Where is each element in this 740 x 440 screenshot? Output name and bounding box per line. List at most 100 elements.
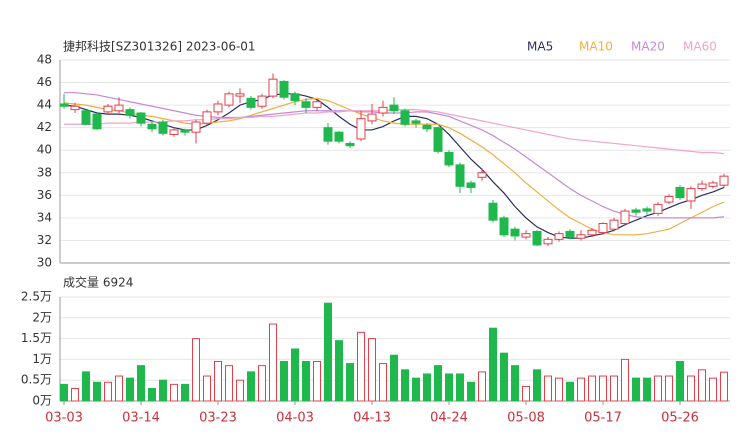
volume-bar: [467, 381, 475, 402]
volume-bar: [313, 360, 321, 402]
volume-bar: [181, 383, 189, 402]
volume-bar: [104, 381, 112, 402]
candle-body: [532, 230, 542, 246]
volume-bar: [269, 323, 277, 402]
candle-body: [235, 93, 245, 97]
volume-bar: [225, 365, 233, 402]
candle-body: [675, 186, 685, 199]
y-tick-label: 36: [37, 188, 52, 202]
volume-bar: [676, 360, 684, 402]
y-tick-label: 40: [37, 143, 52, 157]
y-tick-label: 46: [37, 75, 52, 89]
candle-body: [59, 103, 69, 107]
volume-bar: [709, 377, 717, 402]
candle-body: [389, 104, 399, 112]
candle-body: [213, 103, 223, 113]
volume-bar: [115, 375, 123, 402]
candle-body: [246, 97, 256, 108]
candle-body: [114, 104, 124, 112]
candle-body: [202, 111, 212, 124]
legend-label: MA60: [683, 40, 717, 54]
candle-body: [653, 203, 663, 214]
candle-body: [719, 175, 729, 186]
volume-bar: [687, 375, 695, 402]
y-tick-label: 30: [37, 256, 52, 270]
candle-body: [323, 127, 333, 142]
y-tick-label: 1万: [32, 352, 52, 366]
volume-bar: [401, 369, 409, 402]
volume-bar: [632, 377, 640, 402]
volume-bar: [93, 381, 101, 402]
candle-body: [477, 172, 487, 178]
volume-bar: [533, 369, 541, 402]
legend-label: MA10: [579, 40, 613, 54]
candle-body: [92, 113, 102, 130]
volume-bar: [170, 383, 178, 402]
x-tick-label: 03-14: [122, 411, 160, 426]
candle-body: [565, 230, 575, 238]
volume-bar: [621, 358, 629, 402]
y-tick-label: 44: [37, 98, 52, 112]
x-tick-label: 04-03: [276, 411, 314, 426]
volume-bar: [643, 377, 651, 402]
candle-body: [576, 234, 586, 239]
candle-body: [147, 123, 157, 130]
chart-title: 捷邦科技[SZ301326] 2023-06-01: [63, 40, 256, 54]
candle-body: [455, 164, 465, 187]
volume-bar: [159, 379, 167, 402]
candle-body: [378, 106, 388, 114]
candle-body: [664, 195, 674, 203]
y-tick-label: 2万: [32, 310, 52, 324]
candle-body: [587, 229, 597, 236]
volume-bar: [137, 365, 145, 402]
candle-body: [708, 182, 718, 187]
volume-bar: [445, 373, 453, 402]
volume-bar: [522, 385, 530, 402]
volume-bar: [654, 375, 662, 402]
y-tick-label: 42: [37, 120, 52, 134]
volume-bar: [82, 371, 90, 402]
volume-bar: [258, 365, 266, 402]
candle-body: [400, 110, 410, 125]
volume-bar: [665, 375, 673, 402]
volume-bar: [291, 348, 299, 402]
volume-title: 成交量 6924: [63, 275, 133, 290]
candle-body: [81, 110, 91, 125]
candle-body: [609, 219, 619, 230]
candle-body: [70, 105, 80, 111]
volume-bar: [214, 360, 222, 402]
candle-body: [268, 78, 278, 97]
volume-bar: [434, 365, 442, 402]
candle-body: [444, 151, 454, 166]
volume-bar: [577, 377, 585, 402]
candle-body: [499, 217, 509, 236]
volume-bar: [456, 373, 464, 402]
volume-bar: [236, 379, 244, 402]
volume-bar: [489, 327, 497, 402]
candle-body: [422, 124, 432, 130]
volume-bar: [511, 365, 519, 402]
volume-bar: [280, 360, 288, 402]
volume-bar: [335, 340, 343, 402]
candle-body: [686, 188, 696, 202]
y-tick-label: 0万: [32, 394, 52, 408]
candle-body: [510, 228, 520, 237]
volume-bar: [324, 302, 332, 402]
y-tick-label: 38: [37, 165, 52, 179]
legend-label: MA5: [527, 40, 553, 54]
candle-body: [136, 112, 146, 124]
candle-body: [521, 233, 531, 238]
volume-bar: [390, 354, 398, 402]
candle-body: [301, 101, 311, 108]
volume-bar: [203, 375, 211, 402]
x-tick-label: 04-13: [353, 411, 391, 426]
volume-bar: [423, 373, 431, 402]
candle-body: [312, 101, 322, 108]
candle-body: [642, 208, 652, 212]
volume-bar: [302, 360, 310, 402]
candle-body: [103, 105, 113, 113]
volume-bar: [357, 331, 365, 402]
candle-body: [631, 209, 641, 213]
candle-body: [488, 202, 498, 221]
